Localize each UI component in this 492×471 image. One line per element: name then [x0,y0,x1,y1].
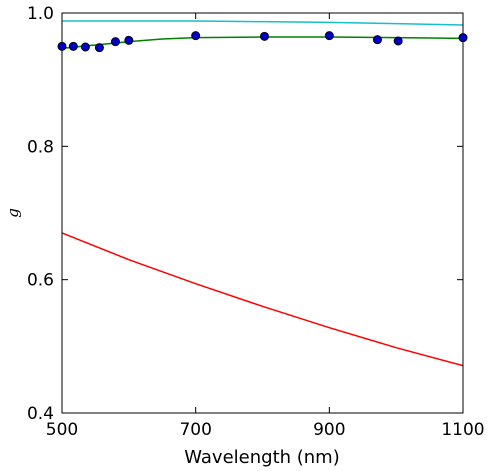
data-point [110,37,120,47]
y-axis-title: g [4,208,22,218]
plot-frame [61,12,464,414]
x-tick-label: 500 [46,420,78,440]
data-point [94,43,104,53]
data-point [57,41,67,51]
data-point [324,31,334,41]
data-point [124,35,134,45]
data-point [191,31,201,41]
y-tick-label: 0.8 [27,137,54,157]
data-point [393,36,403,46]
data-point [458,33,468,43]
x-tick-label: 700 [179,420,211,440]
y-tick-label: 0.4 [27,404,54,424]
x-axis-title: Wavelength (nm) [184,447,340,468]
data-point [68,41,78,51]
series-line-0 [62,20,463,26]
ticks-layer: 500 700 900 1100 0.4 0.6 0.8 1.0 [27,4,485,440]
data-point [372,35,382,45]
y-tick-label: 1.0 [27,4,54,24]
y-tick-label: 0.6 [27,271,54,291]
series-line-2 [62,232,463,367]
plot-background [62,13,463,413]
data-point [260,31,270,41]
data-point [80,42,90,52]
x-tick-label: 900 [313,420,345,440]
x-tick-label: 1100 [441,420,484,440]
